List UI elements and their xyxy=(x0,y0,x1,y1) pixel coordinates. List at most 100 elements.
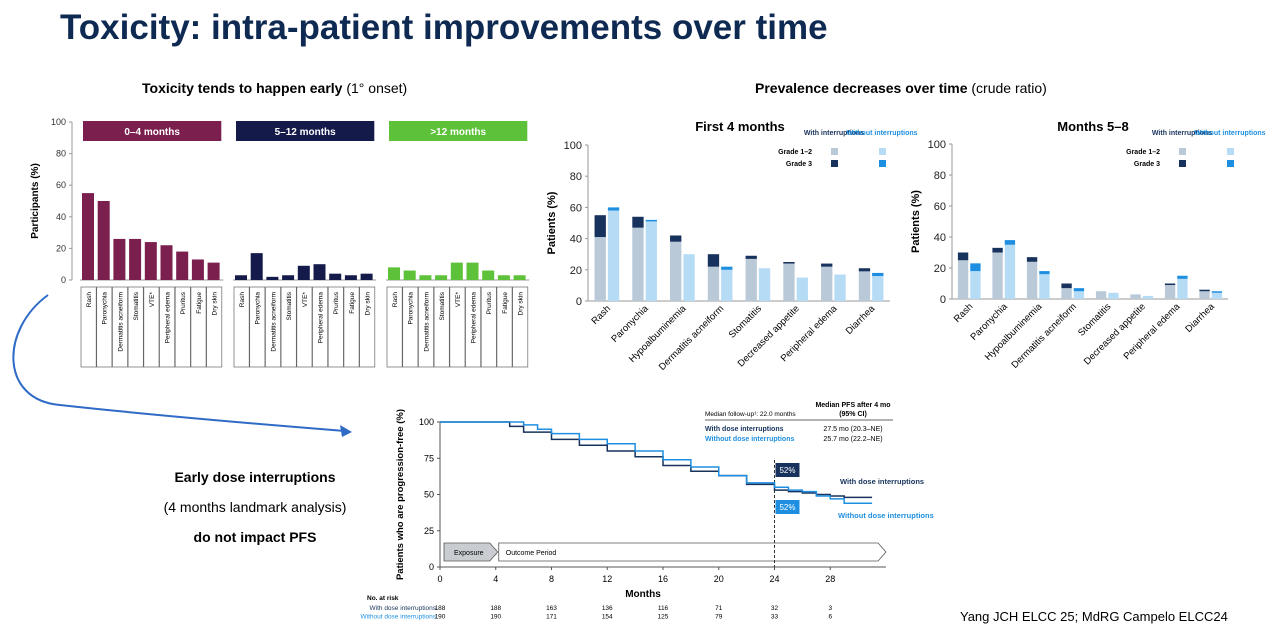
c1-category-box xyxy=(280,286,297,368)
km-y-tick-label: 75 xyxy=(424,453,434,463)
c1-bar xyxy=(329,273,342,280)
left-heading-normal: (1° onset) xyxy=(342,80,408,96)
c2-bar-with-g12 xyxy=(745,258,757,301)
km-y-tick-label: 25 xyxy=(424,526,434,536)
c3-legend-row1: Grade 1–2 xyxy=(1126,149,1160,156)
km-risk-value: 190 xyxy=(435,614,446,621)
km-risk-value: 188 xyxy=(490,605,501,612)
c3-y-tick-label: 0 xyxy=(940,294,946,306)
c3-legend-swatch-with-g12 xyxy=(1179,148,1186,155)
c1-bar xyxy=(176,251,189,280)
c2-bar-with-g3 xyxy=(783,262,795,264)
c3-category-label: Rash xyxy=(952,301,975,324)
c2-bar-without-g12 xyxy=(872,276,884,301)
c2-bar-with-g12 xyxy=(707,266,720,301)
km-risk-value: 154 xyxy=(602,614,613,621)
c2-bar-with-g3 xyxy=(632,216,644,228)
c3-bar-without-g3 xyxy=(1177,275,1188,279)
c1-category-label: Dermatitis acneiform xyxy=(117,292,124,352)
c2-legend-swatch-without-g3 xyxy=(879,160,886,167)
c2-category-label: Rash xyxy=(590,303,613,326)
c1-bar xyxy=(235,275,247,280)
c1-bar xyxy=(297,265,310,280)
c3-legend-swatch-with-g3 xyxy=(1179,160,1186,167)
c1-category-box xyxy=(402,286,419,368)
c3-bar-with-g12 xyxy=(1164,285,1176,299)
km-curve-without xyxy=(440,421,873,504)
c1-category-label: Peripheral edema xyxy=(165,292,172,344)
c1-category-box xyxy=(206,286,223,368)
c3-bar-with-g12 xyxy=(1095,291,1107,299)
c2-bar-with-g12 xyxy=(632,227,644,301)
km-curve-with xyxy=(440,421,873,499)
c2-bar-with-g3 xyxy=(707,254,720,267)
c2-bar-with-g12 xyxy=(594,237,606,301)
km-outcome-label: Outcome Period xyxy=(506,550,557,557)
c2-bar-with-g3 xyxy=(858,268,871,272)
c2-y-axis-label: Patients (%) xyxy=(546,191,558,254)
c1-category-box xyxy=(249,286,266,368)
c2-legend-col2: Without interruptions xyxy=(846,130,917,137)
km-x-tick-label: 16 xyxy=(658,574,668,584)
c2-bar-without-g3 xyxy=(607,207,620,211)
c2-y-tick-label: 60 xyxy=(570,202,582,214)
c3-bar-with-g3 xyxy=(992,247,1003,253)
c2-category-label: Dermatitis acneiform xyxy=(657,303,726,372)
km-risk-value: 71 xyxy=(715,605,723,612)
c1-bar xyxy=(250,253,263,280)
c1-category-box xyxy=(343,286,360,368)
c1-bar xyxy=(266,276,279,280)
c1-category-box xyxy=(233,286,250,368)
c1-category-label: Stomatitis xyxy=(133,291,140,320)
c2-y-tick-label: 40 xyxy=(570,234,582,246)
km-landmark-box-with xyxy=(775,463,800,477)
slide-title: Toxicity: intra-patient improvements ove… xyxy=(60,8,828,47)
c1-category-label: VTE* xyxy=(302,292,309,308)
c1-y-tick-label: 60 xyxy=(56,180,66,190)
c3-category-label: Diarrhea xyxy=(1183,301,1217,335)
c1-group-header-label: 5–12 months xyxy=(275,127,337,138)
c3-bar-with-g12 xyxy=(1199,291,1210,299)
km-risk-row-label: With dose interruptions xyxy=(370,605,437,612)
c1-category-label: Fatigue xyxy=(502,292,509,314)
c1-category-label: Paronychia xyxy=(408,292,415,325)
km-landmark-box-without xyxy=(775,500,800,514)
c1-category-box xyxy=(418,286,434,368)
km-risk-value: 116 xyxy=(658,605,669,612)
c2-y-tick-label: 0 xyxy=(576,296,582,308)
c3-bar-without-g12 xyxy=(1039,274,1050,299)
c1-bar xyxy=(144,242,157,280)
c1-y-axis-label: Participants (%) xyxy=(30,163,41,239)
c1-y-tick-label: 40 xyxy=(56,212,66,222)
c2-bar-without-g12 xyxy=(796,277,808,301)
c1-category-label: Pruritus xyxy=(486,291,493,314)
c1-category-box xyxy=(312,286,329,368)
km-risk-value: 188 xyxy=(435,605,446,612)
c3-y-tick-label: 80 xyxy=(934,170,946,182)
c1-category-box xyxy=(433,286,450,368)
c1-bar xyxy=(388,267,400,280)
c3-bar-without-g12 xyxy=(1004,244,1016,299)
km-median-row-label: With dose interruptions xyxy=(705,426,784,433)
c1-category-box xyxy=(449,286,466,368)
c2-bar-with-g3 xyxy=(821,263,833,267)
c1-category-label: Fatigue xyxy=(349,292,356,314)
km-risk-value: 6 xyxy=(828,614,832,621)
c1-bar xyxy=(513,275,526,280)
c1-y-tick-label: 0 xyxy=(61,275,66,285)
c1-bar xyxy=(82,193,94,280)
c1-category-label: Pruritus xyxy=(180,291,187,314)
km-x-tick-label: 0 xyxy=(437,574,442,584)
c3-bar-with-g12 xyxy=(1061,288,1072,299)
km-risk-value: 136 xyxy=(602,605,613,612)
c1-y-tick-label: 80 xyxy=(56,149,66,159)
km-y-tick-label: 50 xyxy=(424,490,434,500)
c1-category-box xyxy=(265,286,281,368)
c3-legend-swatch-without-g3 xyxy=(1227,160,1234,167)
c3-bar-with-g3 xyxy=(957,252,969,261)
c2-legend-swatch-without-g12 xyxy=(879,148,886,155)
c1-group-header-label: >12 months xyxy=(430,127,486,138)
km-outcome-arrow xyxy=(498,542,887,562)
km-x-tick-label: 12 xyxy=(602,574,612,584)
km-median-followup: Median follow-up¹: 22.0 months xyxy=(705,411,796,418)
